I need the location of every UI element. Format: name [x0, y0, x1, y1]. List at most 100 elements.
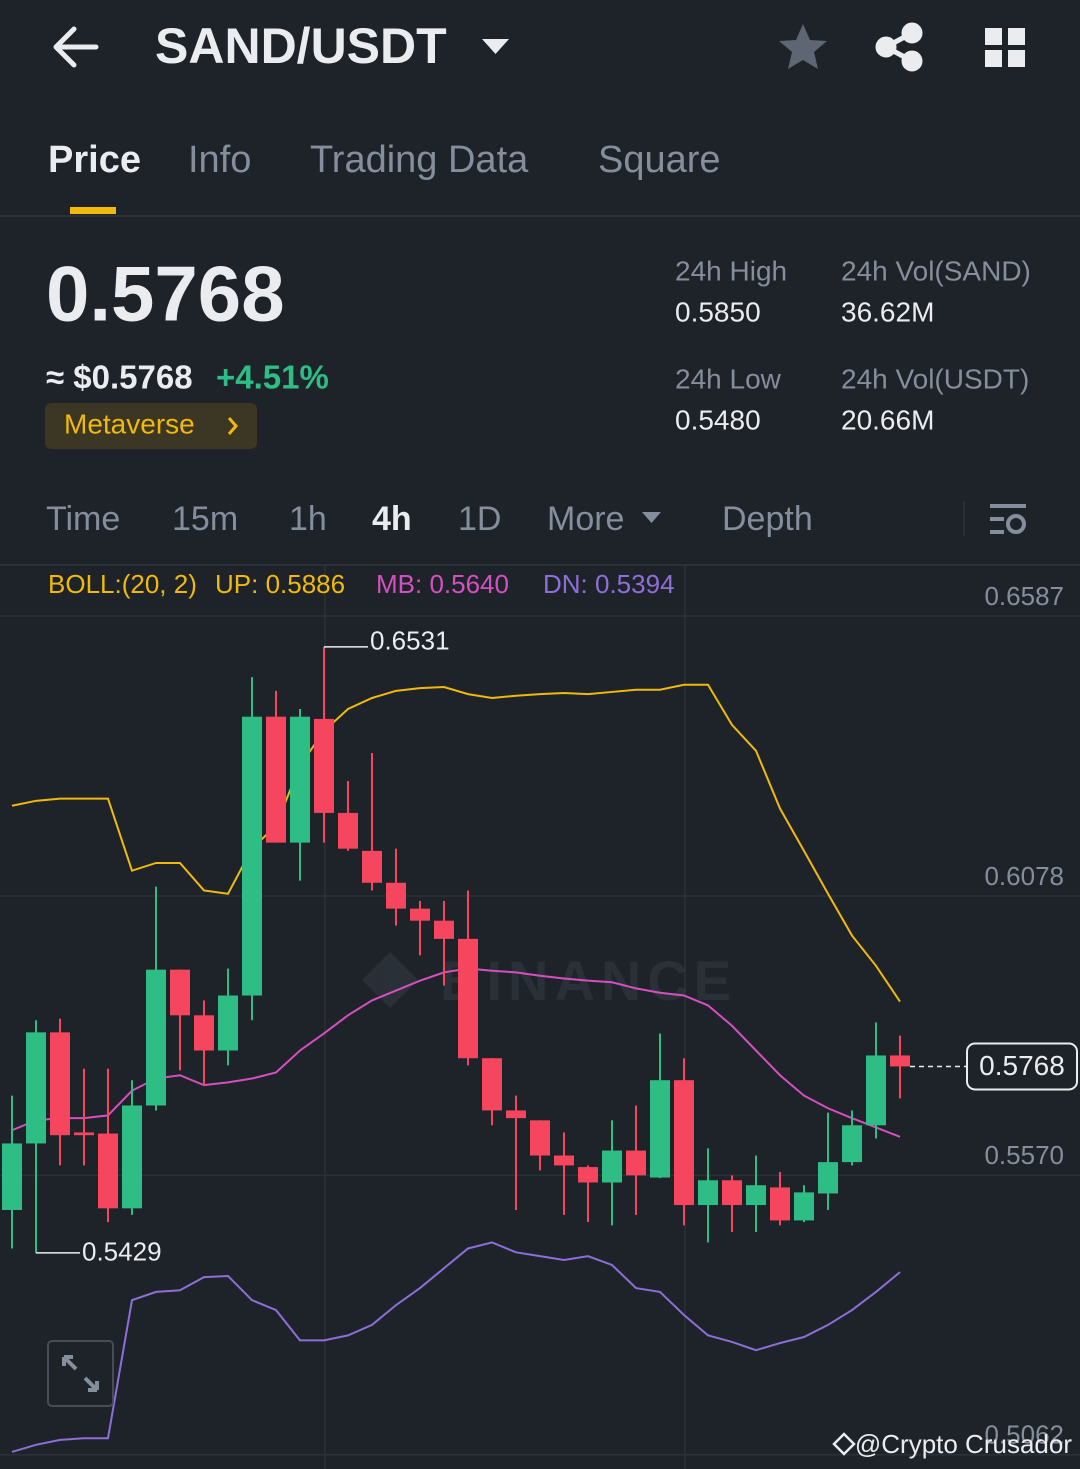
candle-body — [242, 716, 262, 996]
candle-body — [26, 1032, 46, 1144]
interval[interactable]: More — [547, 500, 624, 538]
stat-label: 24h Low — [675, 363, 782, 394]
candle-body — [794, 1192, 814, 1221]
candle-body — [218, 995, 238, 1051]
candle-body — [458, 938, 478, 1059]
last-price-label: 0.5768 — [979, 1050, 1065, 1081]
menu-grid[interactable] — [985, 28, 1025, 67]
interval[interactable]: 1h — [289, 500, 327, 538]
expand-button[interactable] — [47, 1340, 114, 1407]
tag-chevron — [227, 417, 238, 435]
stat-label: 24h Vol(USDT) — [841, 363, 1029, 394]
interval[interactable]: 4h — [372, 500, 412, 538]
grid-cell — [985, 50, 1002, 67]
last-price-box — [966, 1042, 1078, 1091]
grid-cell — [985, 28, 1002, 45]
candle-body — [674, 1080, 694, 1206]
candle-body — [122, 1105, 142, 1209]
stat-label: 24h High — [675, 255, 787, 286]
stat-value: 20.66M — [841, 404, 934, 435]
legend-label: UP: 0.5886 — [215, 569, 345, 599]
pair-title[interactable]: SAND/USDT — [155, 18, 447, 74]
y-tick-label: 0.5062 — [984, 1420, 1064, 1450]
stat-label: 24h Vol(SAND) — [841, 255, 1031, 286]
expand-arrows — [62, 1355, 99, 1392]
candle-body — [842, 1125, 862, 1163]
candle-body — [506, 1110, 526, 1119]
candle-body — [170, 969, 190, 1016]
candle-body — [866, 1055, 886, 1126]
candle-body — [698, 1180, 718, 1206]
tab-indicator — [70, 207, 116, 214]
candle-body — [194, 1015, 214, 1051]
pair-dropdown[interactable] — [482, 39, 509, 54]
tab[interactable]: Info — [188, 139, 251, 181]
settings-gear — [1006, 514, 1026, 534]
share-button[interactable] — [875, 22, 923, 72]
share-dot — [875, 36, 897, 58]
candle-body — [386, 882, 406, 909]
candle-body — [554, 1155, 574, 1166]
candle-body — [74, 1132, 94, 1136]
candlestick-chart: 0.6587 0.6078 0.5570 0.5062 0.6531 0.5429 0.57… — [0, 581, 1080, 1456]
back-button[interactable] — [53, 26, 99, 68]
favorite-star[interactable] — [779, 24, 827, 69]
candle-body — [338, 812, 358, 849]
grid-cell — [1008, 28, 1025, 45]
sector-tag[interactable]: Metaverse — [45, 403, 257, 449]
tab[interactable]: Square — [598, 139, 721, 181]
candle-body — [890, 1055, 910, 1067]
candle-body — [650, 1080, 670, 1178]
low-label: 0.5429 — [82, 1237, 162, 1267]
stat-value: 0.5480 — [675, 404, 761, 435]
band-line — [11, 1241, 901, 1453]
tag-background — [45, 403, 257, 449]
interval[interactable]: Time — [46, 500, 120, 538]
fiat-price: ≈ $0.5768 — [46, 359, 193, 396]
candle-body — [314, 718, 334, 813]
watermark-logo — [362, 952, 418, 1008]
candle-body — [818, 1162, 838, 1194]
candle-body — [410, 908, 430, 921]
candle-body — [746, 1185, 766, 1206]
interval[interactable]: 1D — [458, 500, 501, 538]
stat-value: 0.5850 — [675, 296, 761, 327]
share-dot — [901, 50, 923, 72]
candle-body — [578, 1167, 598, 1183]
candle-body — [266, 716, 286, 843]
candle-body — [146, 969, 166, 1106]
legend-label: MB: 0.5640 — [376, 569, 509, 599]
share-dot — [901, 22, 923, 44]
back-arrow — [53, 26, 99, 68]
legend-label: DN: 0.5394 — [543, 569, 675, 599]
settings-bar — [990, 517, 1004, 521]
candle-body — [770, 1187, 790, 1221]
interval[interactable]: Depth — [722, 500, 813, 538]
candle-body — [290, 716, 310, 843]
tab[interactable]: Trading Data — [310, 139, 529, 181]
divider — [0, 564, 1080, 566]
more-dropdown[interactable] — [642, 512, 661, 523]
candle-body — [50, 1032, 70, 1136]
candle-body — [482, 1058, 502, 1111]
candle-body — [722, 1180, 742, 1206]
y-tick-label: 0.5570 — [984, 1140, 1064, 1170]
settings-bar — [990, 504, 1026, 508]
credit-logo — [832, 1432, 856, 1456]
tag-label: Metaverse — [64, 408, 195, 439]
high-label: 0.6531 — [370, 626, 450, 656]
candle-body — [626, 1150, 646, 1176]
grid-cell — [1008, 50, 1025, 67]
band-line — [11, 683, 901, 1003]
tab[interactable]: Price — [48, 139, 141, 181]
credit: @Crypto Crusador — [855, 1429, 1072, 1459]
candle-body — [2, 1143, 22, 1210]
y-tick-label: 0.6587 — [984, 581, 1064, 611]
interval[interactable]: 15m — [172, 500, 238, 538]
settings-bar — [990, 530, 1004, 534]
candle-body — [98, 1133, 118, 1209]
indicator-label: BOLL:(20, 2) — [48, 569, 197, 599]
chart-settings[interactable] — [990, 504, 1026, 534]
candle-body — [602, 1150, 622, 1183]
